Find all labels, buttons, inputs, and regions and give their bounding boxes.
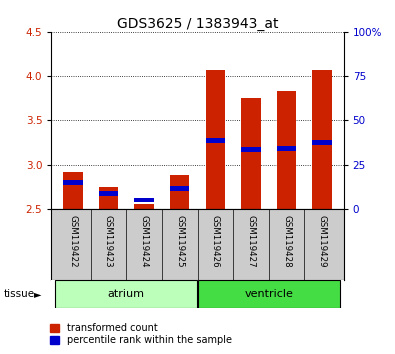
Bar	[170, 186, 190, 191]
Text: GSM119422: GSM119422	[68, 215, 77, 267]
Legend: transformed count, percentile rank within the sample: transformed count, percentile rank withi…	[48, 321, 234, 347]
Bar	[170, 175, 190, 209]
Text: GSM119423: GSM119423	[104, 215, 113, 267]
Bar	[134, 205, 154, 209]
Text: atrium: atrium	[108, 289, 145, 299]
Bar	[63, 172, 83, 209]
Text: GSM119425: GSM119425	[175, 215, 184, 267]
Bar	[134, 198, 154, 202]
Bar	[277, 146, 296, 151]
Text: tissue: tissue	[4, 289, 35, 299]
Bar	[205, 138, 225, 143]
Bar	[205, 70, 225, 209]
Bar	[198, 280, 340, 308]
Bar	[277, 91, 296, 209]
Bar	[241, 147, 261, 152]
Bar	[241, 98, 261, 209]
Bar	[99, 192, 118, 196]
Text: ►: ►	[34, 289, 41, 299]
Bar	[99, 187, 118, 209]
Bar	[312, 140, 332, 145]
Text: GSM119426: GSM119426	[211, 215, 220, 267]
Bar	[63, 180, 83, 185]
Text: ventricle: ventricle	[245, 289, 293, 299]
Text: GSM119428: GSM119428	[282, 215, 291, 267]
Bar	[312, 70, 332, 209]
Bar	[55, 280, 198, 308]
Text: GSM119427: GSM119427	[246, 215, 256, 267]
Text: GSM119429: GSM119429	[318, 215, 327, 267]
Text: GSM119424: GSM119424	[139, 215, 149, 267]
Title: GDS3625 / 1383943_at: GDS3625 / 1383943_at	[117, 17, 278, 31]
